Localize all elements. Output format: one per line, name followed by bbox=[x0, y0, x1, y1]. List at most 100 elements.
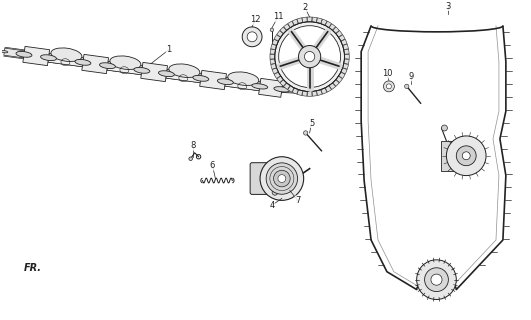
Ellipse shape bbox=[169, 64, 200, 77]
Polygon shape bbox=[342, 64, 348, 69]
Polygon shape bbox=[441, 141, 455, 171]
Polygon shape bbox=[272, 39, 278, 45]
Polygon shape bbox=[270, 59, 276, 64]
Ellipse shape bbox=[252, 84, 268, 89]
Circle shape bbox=[279, 26, 340, 88]
Circle shape bbox=[247, 32, 257, 42]
Polygon shape bbox=[292, 88, 298, 94]
Polygon shape bbox=[288, 21, 294, 28]
Ellipse shape bbox=[99, 63, 115, 68]
Text: 2: 2 bbox=[302, 3, 307, 12]
Text: 7: 7 bbox=[295, 196, 301, 205]
Polygon shape bbox=[339, 35, 345, 41]
Polygon shape bbox=[342, 44, 348, 50]
Polygon shape bbox=[82, 54, 108, 74]
Ellipse shape bbox=[16, 52, 32, 57]
Circle shape bbox=[272, 190, 278, 195]
Circle shape bbox=[383, 81, 395, 92]
Circle shape bbox=[431, 274, 442, 285]
Polygon shape bbox=[336, 76, 342, 83]
Polygon shape bbox=[271, 64, 277, 69]
Text: 12: 12 bbox=[250, 15, 260, 24]
Polygon shape bbox=[312, 91, 317, 96]
Polygon shape bbox=[307, 92, 312, 96]
Polygon shape bbox=[48, 53, 83, 67]
Polygon shape bbox=[274, 72, 280, 78]
Text: 9: 9 bbox=[408, 72, 413, 81]
Text: 5: 5 bbox=[309, 118, 314, 128]
Circle shape bbox=[303, 131, 308, 135]
Circle shape bbox=[304, 52, 315, 62]
Polygon shape bbox=[284, 24, 290, 30]
Polygon shape bbox=[297, 90, 303, 95]
Polygon shape bbox=[344, 49, 349, 54]
Text: 4: 4 bbox=[269, 201, 275, 210]
Polygon shape bbox=[259, 78, 283, 97]
Polygon shape bbox=[225, 77, 260, 91]
Circle shape bbox=[242, 27, 262, 47]
Polygon shape bbox=[297, 18, 303, 24]
Polygon shape bbox=[281, 86, 299, 93]
Text: 6: 6 bbox=[210, 161, 215, 170]
Polygon shape bbox=[321, 19, 327, 25]
Ellipse shape bbox=[75, 60, 91, 65]
Circle shape bbox=[456, 146, 476, 166]
Ellipse shape bbox=[110, 56, 141, 69]
Text: 11: 11 bbox=[272, 12, 283, 21]
Polygon shape bbox=[166, 69, 201, 83]
Polygon shape bbox=[280, 80, 287, 86]
Circle shape bbox=[278, 175, 286, 182]
Text: 10: 10 bbox=[382, 69, 392, 78]
Ellipse shape bbox=[217, 79, 233, 84]
Polygon shape bbox=[292, 19, 298, 25]
Polygon shape bbox=[270, 54, 275, 59]
Polygon shape bbox=[329, 83, 336, 90]
Circle shape bbox=[417, 260, 456, 300]
Polygon shape bbox=[288, 86, 294, 92]
Polygon shape bbox=[345, 54, 349, 59]
Circle shape bbox=[447, 136, 486, 176]
Polygon shape bbox=[341, 68, 347, 74]
Polygon shape bbox=[4, 48, 24, 58]
Polygon shape bbox=[272, 68, 278, 74]
Polygon shape bbox=[316, 18, 322, 24]
Polygon shape bbox=[333, 80, 339, 86]
Polygon shape bbox=[316, 90, 322, 95]
Circle shape bbox=[266, 163, 297, 194]
Ellipse shape bbox=[228, 72, 259, 85]
Circle shape bbox=[463, 152, 470, 160]
Text: FR.: FR. bbox=[24, 263, 42, 273]
Polygon shape bbox=[141, 62, 167, 82]
Polygon shape bbox=[270, 49, 276, 54]
Circle shape bbox=[405, 84, 409, 89]
Polygon shape bbox=[312, 17, 317, 22]
Circle shape bbox=[189, 157, 192, 161]
Polygon shape bbox=[302, 17, 307, 22]
Ellipse shape bbox=[51, 48, 82, 61]
Polygon shape bbox=[284, 83, 290, 90]
Circle shape bbox=[441, 125, 448, 131]
Polygon shape bbox=[325, 86, 331, 92]
Text: 3: 3 bbox=[446, 2, 451, 11]
Polygon shape bbox=[344, 59, 349, 64]
Circle shape bbox=[260, 157, 304, 200]
Circle shape bbox=[273, 170, 290, 187]
Polygon shape bbox=[339, 72, 345, 78]
Circle shape bbox=[425, 268, 448, 292]
Circle shape bbox=[298, 45, 321, 68]
Polygon shape bbox=[280, 27, 287, 34]
Ellipse shape bbox=[1, 51, 8, 53]
Polygon shape bbox=[302, 91, 307, 96]
Ellipse shape bbox=[40, 55, 56, 60]
Polygon shape bbox=[274, 35, 280, 41]
Polygon shape bbox=[321, 88, 327, 94]
Text: 8: 8 bbox=[190, 141, 195, 150]
Polygon shape bbox=[307, 17, 312, 22]
Ellipse shape bbox=[274, 87, 290, 92]
Ellipse shape bbox=[193, 76, 209, 81]
Polygon shape bbox=[200, 70, 226, 90]
Polygon shape bbox=[336, 31, 342, 37]
Text: 1: 1 bbox=[166, 45, 172, 54]
Polygon shape bbox=[277, 76, 283, 83]
Polygon shape bbox=[277, 31, 283, 37]
